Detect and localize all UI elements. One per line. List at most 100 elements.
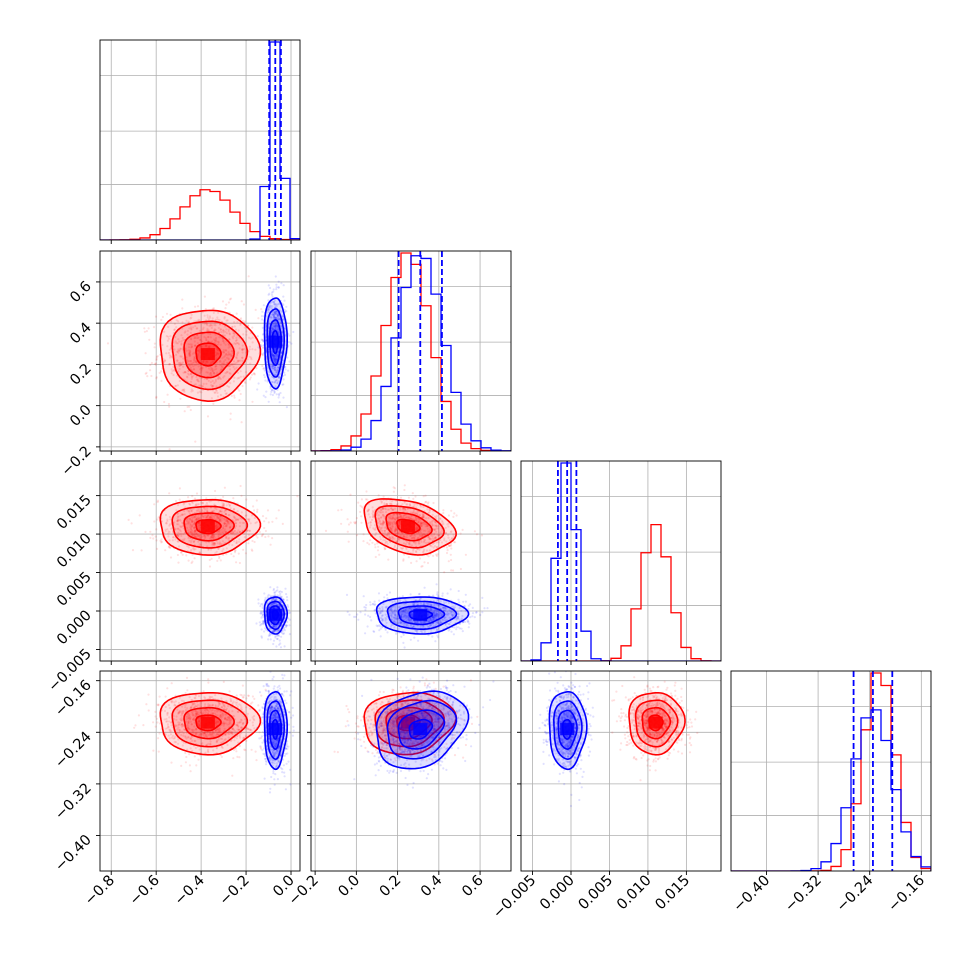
- y-tick-label: −0.2: [59, 443, 95, 479]
- x-tick-label: 0.6: [459, 873, 487, 901]
- y-tick-label: 0.4: [67, 320, 95, 348]
- blue-contour-0: [263, 297, 288, 390]
- red-histogram: [731, 672, 931, 871]
- red-histogram: [521, 523, 721, 661]
- panel-frame: [99, 39, 301, 241]
- blue-contour-1: [266, 700, 285, 761]
- panel-frame: [99, 670, 301, 872]
- panel-3-3: −0.40 −0.32 −0.24 −0.16: [730, 670, 932, 916]
- red-contour-0: [159, 498, 262, 556]
- x-tick-label: 0.005: [576, 873, 617, 914]
- red-contour-2: [183, 331, 235, 379]
- x-tick-label: −0.6: [127, 873, 163, 909]
- panel-2-1: [307, 460, 512, 665]
- y-tick-label: 0.6: [67, 278, 95, 306]
- blue-contour-1: [552, 700, 583, 761]
- blue-contour-2: [397, 709, 446, 750]
- y-tick-label: 0.005: [54, 569, 95, 610]
- y-tick-label: −0.24: [52, 729, 95, 772]
- x-tick-label: −0.005: [490, 873, 539, 922]
- panel-frame: [310, 460, 512, 662]
- red-peak-cell: [200, 348, 215, 361]
- blue-contour-0: [263, 596, 288, 635]
- grid-lines: [100, 671, 300, 871]
- panel-frame: [730, 670, 932, 872]
- blue-contour-2: [397, 605, 446, 626]
- x-tick-label: −0.8: [82, 873, 118, 909]
- blue-contour-2: [269, 319, 283, 367]
- blue-contour-1: [386, 600, 458, 630]
- x-tick-label: −0.24: [834, 873, 877, 916]
- blue-contour-1: [266, 308, 285, 378]
- blue-contour-0: [263, 691, 288, 771]
- red-contour-3: [195, 714, 222, 732]
- blue-peak-cell: [413, 723, 428, 736]
- red-contour-0: [628, 692, 686, 756]
- red-contour-0: [159, 692, 262, 756]
- hist-grid-lines: [311, 286, 511, 396]
- grid-lines: [100, 461, 300, 661]
- red-contour-1: [171, 505, 249, 549]
- blue-contour-3: [271, 330, 280, 355]
- red-contour-0: [363, 498, 457, 556]
- red-peak-cell: [648, 716, 663, 729]
- blue-contour-0: [375, 690, 470, 770]
- x-tick-label: 0.000: [537, 873, 578, 914]
- red-peak-cell: [200, 520, 215, 533]
- x-tick-label: 0.015: [653, 873, 694, 914]
- blue-contour-3: [271, 609, 280, 621]
- panel-frame: [520, 670, 722, 872]
- panel-2-2: [520, 460, 722, 665]
- red-contour-2: [385, 511, 433, 542]
- panel-frame: [99, 460, 301, 662]
- blue-contour-2: [557, 709, 578, 751]
- red-peak-cell: [400, 520, 415, 533]
- x-tick-label: 0.010: [614, 873, 655, 914]
- hist-grid-lines: [100, 75, 300, 185]
- panel-3-0: −0.8 −0.6 −0.4 −0.2 0.0−0.40−0.32−0.24−0.16: [52, 670, 301, 909]
- blue-contour-3: [271, 718, 280, 740]
- x-tick-label: −0.16: [885, 873, 928, 916]
- panel-3-1: −0.2 0.0 0.2 0.4 0.6: [286, 670, 512, 909]
- blue-contour-1: [386, 699, 458, 760]
- panel-1-0: −0.2 0.0 0.2 0.4 0.6: [59, 250, 301, 480]
- blue-contour-3: [408, 609, 434, 621]
- x-tick-label: −0.40: [731, 873, 774, 916]
- hist-grid-lines: [521, 496, 721, 606]
- blue-histogram: [311, 255, 511, 451]
- y-tick-label: 0.000: [54, 608, 95, 649]
- panel-frame: [310, 250, 512, 452]
- red-contour-1: [374, 504, 445, 549]
- y-tick-label: 0.2: [67, 361, 95, 389]
- grid-lines: [311, 671, 511, 871]
- x-tick-label: −0.2: [217, 873, 253, 909]
- blue-contour-3: [408, 718, 434, 740]
- grid-lines: [110, 40, 292, 240]
- red-contour-3: [195, 518, 222, 535]
- y-tick-label: −0.40: [52, 832, 95, 875]
- grid-lines: [766, 671, 922, 871]
- red-contour-3: [195, 342, 222, 367]
- blue-contour-0: [548, 691, 588, 771]
- panel-1-1: [310, 250, 512, 455]
- grid-lines: [521, 671, 721, 871]
- y-tick-label: 0.0: [67, 402, 95, 430]
- hist-grid-lines: [731, 706, 931, 816]
- x-tick-label: −0.32: [782, 873, 825, 916]
- blue-contour-2: [269, 605, 283, 626]
- blue-histogram: [100, 41, 300, 240]
- y-tick-label: −0.32: [52, 780, 95, 823]
- red-peak-cell: [400, 716, 415, 729]
- blue-histogram: [731, 709, 931, 871]
- x-tick-label: 0.0: [336, 873, 364, 901]
- blue-contour-1: [266, 600, 285, 630]
- blue-histogram: [521, 462, 721, 661]
- blue-peak-cell: [268, 608, 283, 621]
- x-tick-label: 0.4: [418, 873, 446, 901]
- panel-0-0: [99, 39, 301, 244]
- red-contour-0: [159, 309, 262, 403]
- red-contour-2: [183, 512, 235, 542]
- red-contour-1: [634, 699, 679, 748]
